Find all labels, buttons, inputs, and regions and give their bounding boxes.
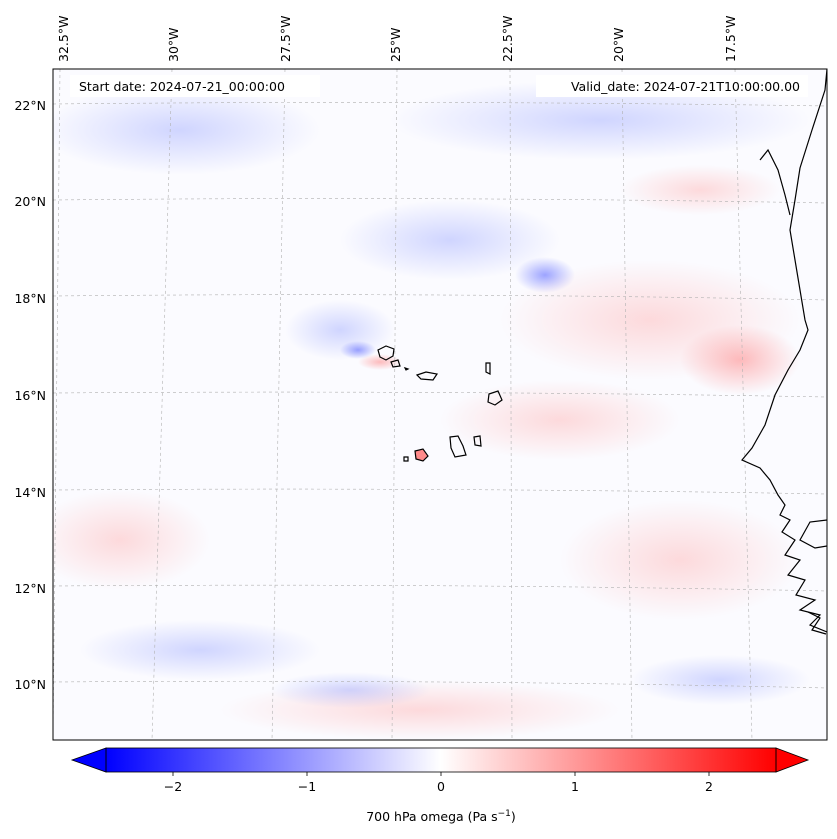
island-sal (485, 362, 491, 375)
map-frame (52, 68, 828, 741)
blue-anomaly-islands-core (340, 341, 376, 359)
blue-anomaly-nw (53, 85, 320, 175)
colorbar-min-extend (70, 747, 107, 773)
lat-label-18n: 18°N (14, 291, 46, 306)
colorbar-tick-label: −1 (298, 779, 316, 794)
colorbar-max-extend (775, 747, 810, 773)
red-anomaly-coast (680, 325, 800, 395)
header-annotations: Start date: 2024-07-21_00:00:00 Valid_da… (70, 75, 808, 97)
island-fogo (414, 448, 429, 462)
lat-label-10n: 10°N (14, 677, 46, 692)
red-anomaly-southeast (560, 500, 800, 620)
island-santa-luzia (403, 366, 410, 371)
colorbar-label: 700 hPa omega (Pa s−1) (366, 809, 516, 824)
island-brava (403, 456, 409, 462)
colorbar-label-tail: ) (511, 809, 516, 824)
island-sao-vicente (390, 359, 401, 368)
blue-anomaly-south (80, 620, 320, 680)
red-anomaly-southwest (53, 490, 210, 590)
blue-anomaly-southeast (630, 655, 810, 705)
blue-anomaly-south-2 (270, 672, 430, 708)
island-santiago (449, 435, 467, 458)
red-anomaly-south-islands (440, 380, 680, 460)
longitude-labels: 32.5°W 30°W 27.5°W 25°W 22.5°W 20°W 17.5… (56, 16, 738, 62)
lat-label-20n: 20°N (14, 194, 46, 209)
latitude-labels: 22°N 20°N 18°N 16°N 14°N 12°N 10°N (14, 98, 46, 692)
africa-coastline (741, 69, 827, 633)
colorbar-tick-label: 2 (705, 779, 713, 794)
lon-label-22-5w: 22.5°W (500, 16, 515, 62)
lat-label-14n: 14°N (14, 485, 46, 500)
lat-label-16n: 16°N (14, 388, 46, 403)
colorbar-ticks: −2 −1 0 1 2 (164, 772, 713, 794)
blue-anomaly-center-north (340, 200, 560, 280)
colorbar-tick-label: 0 (437, 779, 445, 794)
island-sao-nicolau (415, 371, 439, 381)
lat-label-12n: 12°N (14, 581, 46, 596)
start-date-box (70, 75, 320, 97)
island-santo-antao (377, 345, 395, 361)
colorbar: −2 −1 0 1 2 700 hPa omega (Pa s−1) (70, 747, 810, 824)
lon-label-30w: 30°W (166, 27, 181, 62)
start-date-label: Start date: 2024-07-21_00:00:00 (79, 79, 285, 94)
valid-date-label: Valid_date: 2024-07-21T10:00:00.00 (571, 79, 800, 94)
omega-field (53, 69, 827, 740)
cape-verde-islands (377, 345, 503, 462)
guinea-coast-detail (807, 611, 827, 635)
coastlines (741, 69, 827, 635)
lon-label-32-5w: 32.5°W (56, 16, 71, 62)
colorbar-tick-label: 1 (571, 779, 579, 794)
island-boa-vista (487, 390, 503, 406)
lon-label-20w: 20°W (611, 27, 626, 62)
lat-label-22n: 22°N (14, 98, 46, 113)
colorbar-gradient (106, 748, 776, 772)
valid-date-box (536, 75, 808, 97)
blue-anomaly-north-band (390, 80, 810, 160)
lon-label-25w: 25°W (388, 27, 403, 62)
colorbar-label-exponent: −1 (498, 809, 511, 819)
cape-blanc (759, 148, 791, 216)
colorbar-label-main: 700 hPa omega (Pa s (366, 809, 497, 824)
lon-label-27-5w: 27.5°W (278, 16, 293, 62)
lon-label-17-5w: 17.5°W (723, 16, 738, 62)
gulf-coast-detail (799, 519, 827, 549)
red-anomaly-islands (358, 354, 402, 370)
island-maio (473, 435, 482, 447)
colorbar-tick-label: −2 (164, 779, 182, 794)
gridlines (53, 69, 827, 740)
red-anomaly-northeast (620, 165, 780, 215)
